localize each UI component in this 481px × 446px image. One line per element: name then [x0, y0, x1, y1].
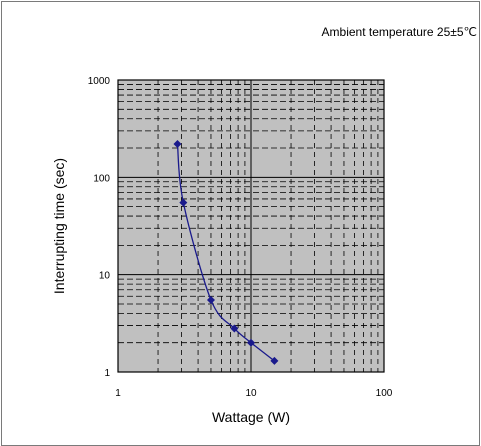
- x-tick-label: 100: [376, 388, 393, 399]
- y-tick-label: 1: [104, 368, 110, 379]
- x-tick-label: 1: [115, 388, 121, 399]
- data-point-marker: [247, 338, 255, 347]
- data-point-marker: [206, 295, 215, 304]
- x-axis-title: Wattage (W): [212, 409, 290, 425]
- y-tick-label: 1000: [88, 76, 111, 87]
- data-point-marker: [179, 198, 188, 207]
- data-point-marker: [230, 324, 239, 333]
- data-markers: [173, 140, 279, 365]
- x-axis-ticks: 1 10 100: [115, 388, 393, 399]
- data-point-marker: [270, 356, 279, 365]
- y-tick-label: 10: [99, 271, 111, 282]
- major-gridlines: [118, 80, 384, 372]
- y-axis-ticks: 1 10 100 1000: [88, 76, 111, 379]
- ambient-temperature-note: Ambient temperature 25±5℃: [322, 25, 477, 39]
- x-tick-label: 10: [245, 388, 257, 399]
- y-tick-label: 100: [93, 173, 110, 184]
- data-point-marker: [173, 140, 182, 149]
- plot-border: [117, 79, 385, 373]
- minor-gridlines: [118, 80, 384, 372]
- y-axis-title: Interrupting time (sec): [51, 158, 67, 294]
